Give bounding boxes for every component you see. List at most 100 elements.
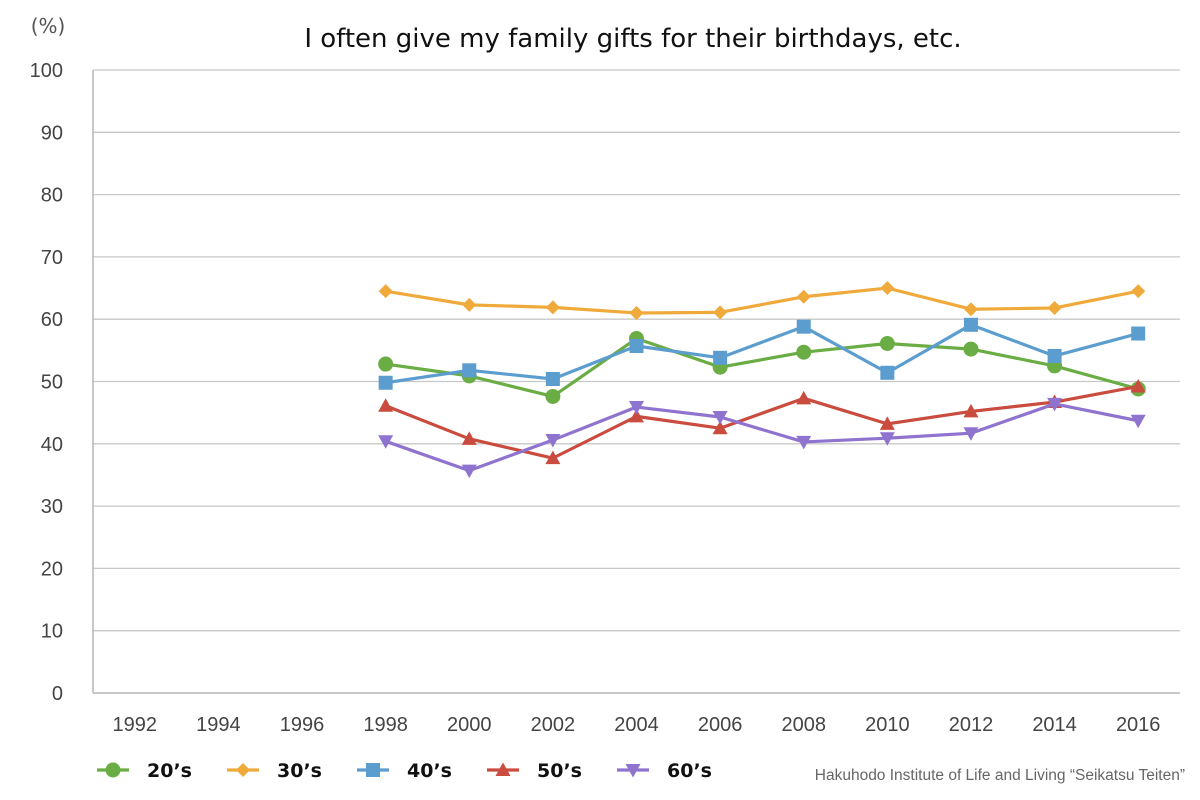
data-point bbox=[1047, 300, 1062, 315]
series-line bbox=[385, 323, 1139, 385]
series-line bbox=[385, 286, 1139, 315]
data-point bbox=[963, 341, 979, 357]
legend-label: 30’s bbox=[277, 760, 322, 782]
chart-title: I often give my family gifts for their b… bbox=[304, 24, 961, 54]
data-point bbox=[712, 411, 728, 425]
y-tick-label: 10 bbox=[41, 621, 63, 643]
legend-label: 60’s bbox=[667, 760, 712, 782]
legend-label: 50’s bbox=[537, 760, 582, 782]
data-point bbox=[880, 281, 895, 296]
x-tick-label: 2014 bbox=[1032, 714, 1077, 736]
legend-item-4: 50’s bbox=[487, 760, 582, 782]
x-tick-label: 2004 bbox=[614, 714, 659, 736]
y-tick-label: 20 bbox=[41, 558, 63, 580]
data-point bbox=[1130, 378, 1146, 393]
data-point bbox=[963, 302, 978, 317]
data-point bbox=[545, 388, 561, 404]
data-point bbox=[629, 305, 644, 320]
data-point bbox=[378, 435, 394, 449]
legend-marker bbox=[625, 764, 641, 778]
x-tick-label: 2016 bbox=[1116, 714, 1161, 736]
data-point bbox=[796, 435, 812, 450]
y-unit-label: (%) bbox=[31, 14, 66, 38]
data-point bbox=[378, 398, 394, 412]
data-point bbox=[879, 432, 895, 446]
x-tick-label: 2000 bbox=[447, 714, 492, 736]
data-point bbox=[545, 434, 561, 448]
data-point bbox=[629, 401, 644, 415]
data-point bbox=[378, 375, 393, 390]
series-1 bbox=[378, 331, 1146, 404]
data-point bbox=[1047, 348, 1062, 363]
series-group bbox=[378, 281, 1146, 479]
data-point bbox=[545, 372, 560, 387]
x-tick-label: 1994 bbox=[196, 714, 241, 736]
data-point bbox=[796, 344, 812, 360]
x-tick-label: 1992 bbox=[113, 714, 158, 736]
data-point bbox=[462, 297, 477, 312]
legend-marker bbox=[495, 762, 511, 776]
axes bbox=[92, 70, 1180, 694]
data-point bbox=[713, 305, 728, 320]
x-tick-label: 2008 bbox=[781, 714, 826, 736]
series-line bbox=[385, 384, 1139, 460]
data-point bbox=[963, 427, 979, 441]
x-tick-label: 1996 bbox=[280, 714, 325, 736]
legend-marker bbox=[236, 763, 250, 777]
data-point bbox=[796, 390, 812, 405]
data-point bbox=[461, 464, 477, 479]
data-point bbox=[378, 284, 393, 299]
data-point bbox=[879, 416, 895, 430]
data-point bbox=[712, 420, 728, 435]
data-point bbox=[545, 450, 561, 465]
data-point bbox=[1131, 326, 1146, 341]
data-point bbox=[796, 289, 811, 304]
y-axis-ticks: 0 10 20 30 40 50 60 70 80 90 100 bbox=[30, 60, 63, 705]
legend-item-3: 40’s bbox=[357, 760, 452, 782]
data-point bbox=[462, 363, 477, 378]
x-tick-label: 2010 bbox=[865, 714, 910, 736]
legend-label: 40’s bbox=[407, 760, 452, 782]
y-tick-label: 70 bbox=[41, 247, 63, 269]
data-point bbox=[1047, 397, 1063, 412]
data-point bbox=[378, 356, 394, 372]
data-point bbox=[629, 338, 644, 353]
data-point bbox=[629, 408, 644, 423]
y-tick-label: 0 bbox=[52, 683, 63, 705]
y-tick-label: 60 bbox=[41, 309, 63, 331]
series-4 bbox=[378, 378, 1146, 465]
x-tick-label: 2012 bbox=[949, 714, 994, 736]
series-5 bbox=[378, 397, 1146, 479]
x-axis-ticks: 1992 1994 1996 1998 2000 2002 2004 2006 2008 2010… bbox=[113, 714, 1161, 736]
data-point bbox=[963, 317, 978, 332]
data-point bbox=[963, 403, 979, 418]
legend-marker bbox=[105, 762, 121, 778]
series-3 bbox=[378, 317, 1146, 390]
data-point bbox=[1131, 284, 1146, 299]
legend: 20’s 30’s 40’s 50’s 60’s bbox=[97, 760, 712, 782]
x-tick-label: 1998 bbox=[363, 714, 408, 736]
data-point bbox=[713, 350, 728, 365]
series-2 bbox=[378, 281, 1146, 320]
y-tick-label: 50 bbox=[41, 372, 63, 394]
legend-item-2: 30’s bbox=[227, 760, 322, 782]
y-tick-label: 40 bbox=[41, 434, 63, 456]
legend-label: 20’s bbox=[147, 760, 192, 782]
legend-marker bbox=[366, 763, 380, 777]
y-tick-label: 90 bbox=[41, 122, 63, 144]
series-line bbox=[385, 336, 1139, 399]
legend-item-1: 20’s bbox=[97, 760, 192, 782]
x-tick-label: 2006 bbox=[698, 714, 743, 736]
y-tick-label: 100 bbox=[30, 60, 63, 82]
x-tick-label: 2002 bbox=[531, 714, 576, 736]
data-point bbox=[1130, 414, 1146, 429]
data-point bbox=[545, 300, 560, 315]
data-point bbox=[879, 335, 895, 351]
data-point bbox=[796, 319, 811, 334]
data-point bbox=[880, 365, 895, 380]
y-tick-label: 80 bbox=[41, 185, 63, 207]
y-tick-label: 30 bbox=[41, 496, 63, 518]
data-point bbox=[461, 431, 477, 445]
source-note: Hakuhodo Institute of Life and Living “S… bbox=[815, 767, 1185, 784]
